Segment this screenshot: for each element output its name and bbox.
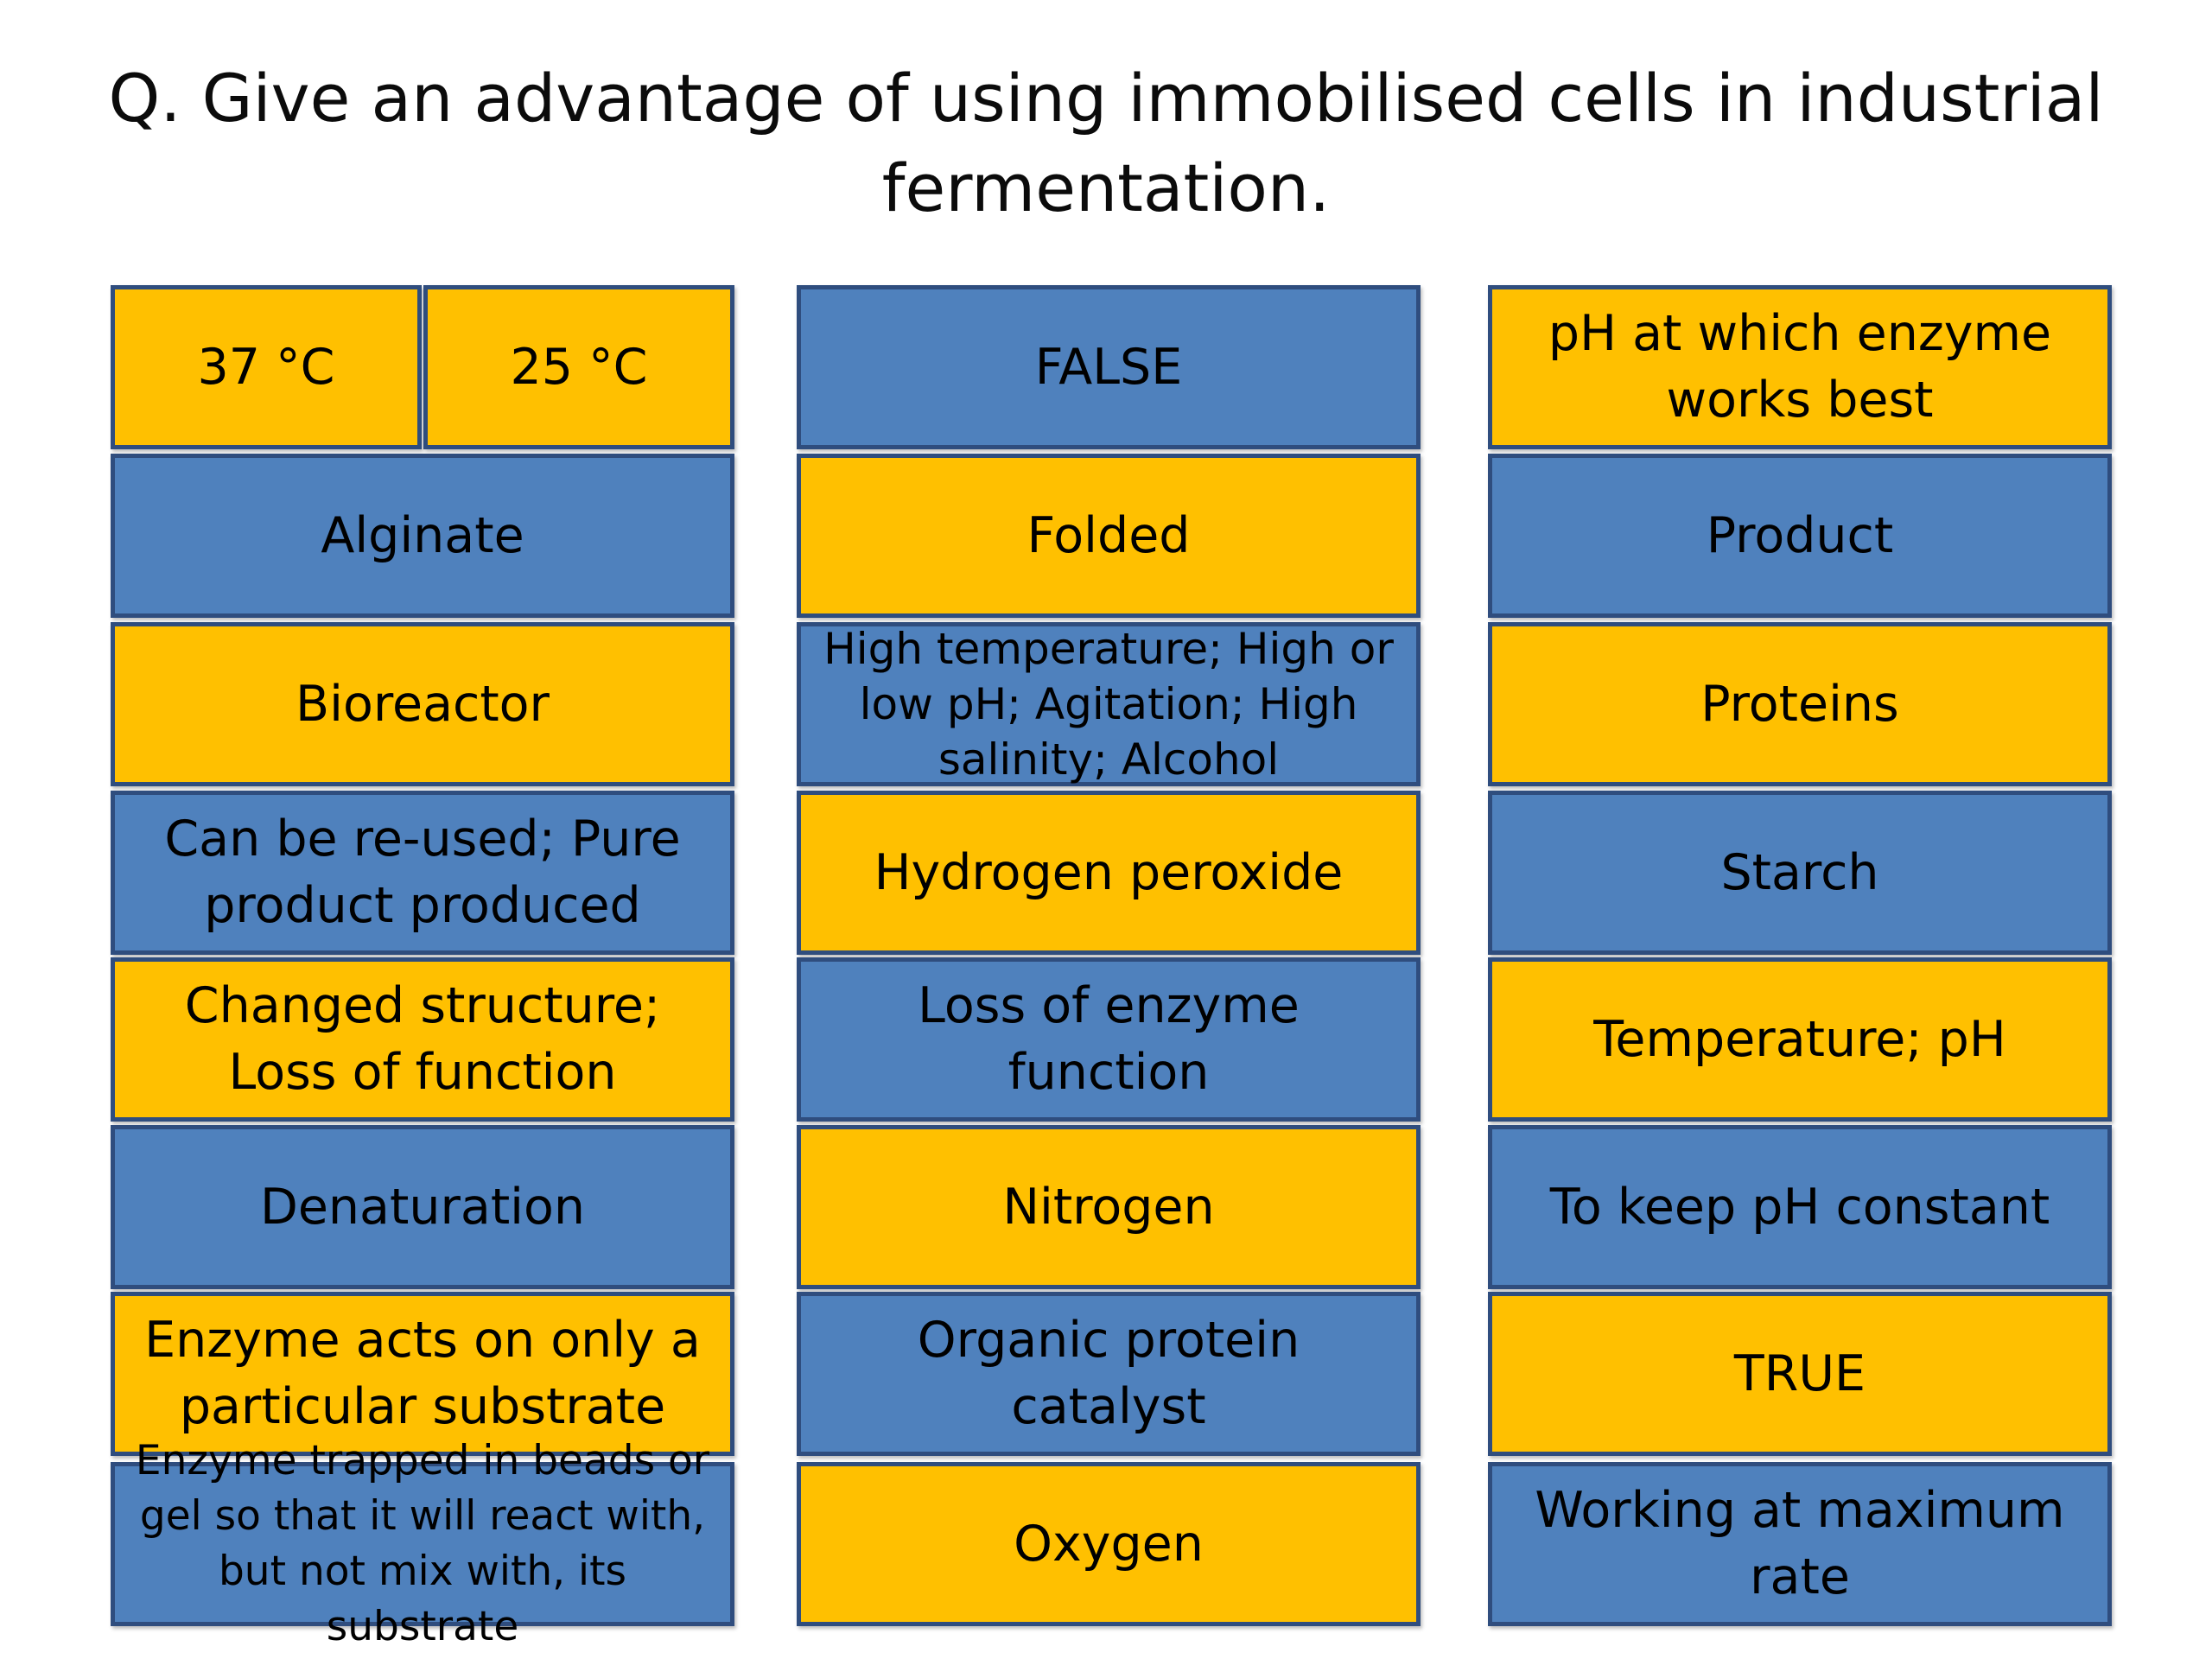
tile-loss-of-enzyme-function[interactable]: Loss of enzyme function <box>797 957 1421 1122</box>
tile-hydrogen-peroxide[interactable]: Hydrogen peroxide <box>797 791 1421 955</box>
tile-oxygen[interactable]: Oxygen <box>797 1462 1421 1626</box>
tile-25c[interactable]: 25 °C <box>423 285 734 449</box>
tile-can-be-reused[interactable]: Can be re-used; Pure product produced <box>111 791 734 955</box>
tile-true[interactable]: TRUE <box>1488 1292 2112 1456</box>
tile-temperature-ph[interactable]: Temperature; pH <box>1488 957 2112 1122</box>
tile-37c[interactable]: 37 °C <box>111 285 422 449</box>
answer-board: 37 °C 25 °C Alginate Bioreactor Can be r… <box>0 285 2212 1650</box>
tile-keep-ph-constant[interactable]: To keep pH constant <box>1488 1125 2112 1289</box>
tile-changed-structure[interactable]: Changed structure; Loss of function <box>111 957 734 1122</box>
tile-alginate[interactable]: Alginate <box>111 454 734 618</box>
tile-denaturing-factors[interactable]: High temperature; High or low pH; Agitat… <box>797 622 1421 786</box>
tile-enzyme-trapped[interactable]: Enzyme trapped in beads or gel so that i… <box>111 1437 734 1650</box>
tile-bioreactor[interactable]: Bioreactor <box>111 622 734 786</box>
tile-optimum-ph[interactable]: pH at which enzyme works best <box>1488 285 2112 449</box>
tile-enzyme-specific[interactable]: Enzyme acts on only a particular substra… <box>111 1292 734 1456</box>
tile-organic-protein-catalyst[interactable]: Organic protein catalyst <box>797 1292 1421 1456</box>
tile-maximum-rate[interactable]: Working at maximum rate <box>1488 1462 2112 1626</box>
tile-proteins[interactable]: Proteins <box>1488 622 2112 786</box>
tile-denaturation[interactable]: Denaturation <box>111 1125 734 1289</box>
tile-starch[interactable]: Starch <box>1488 791 2112 955</box>
tile-nitrogen[interactable]: Nitrogen <box>797 1125 1421 1289</box>
tile-false[interactable]: FALSE <box>797 285 1421 449</box>
question-title: Q. Give an advantage of using immobilise… <box>108 60 2104 226</box>
tile-product[interactable]: Product <box>1488 454 2112 618</box>
tile-folded[interactable]: Folded <box>797 454 1421 618</box>
